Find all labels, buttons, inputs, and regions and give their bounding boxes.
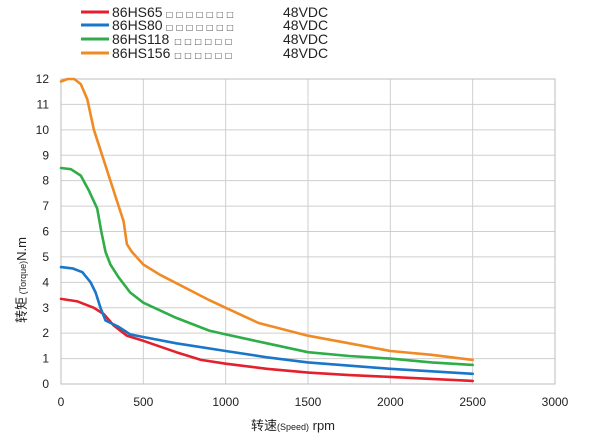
y-tick-label: 11 [37,97,50,111]
x-axis-title: 转速(Speed) rpm [251,418,335,433]
legend-voltage: 48VDC [283,17,328,33]
y-axis-title-main: 转矩 [14,297,29,323]
y-tick-label: 8 [42,174,49,188]
series-line-86hs118 [59,166,474,367]
legend-voltage: 48VDC [283,31,328,47]
y-axis-title-small: (Torque) [18,261,28,297]
y-tick-label: 6 [42,225,49,239]
legend-voltage: 48VDC [283,45,328,61]
x-tick-label: 500 [133,395,153,409]
plot-area-border [60,78,556,385]
y-tick-label: 5 [42,250,49,264]
y-axis-title-unit: N.m [14,237,29,261]
legend-label: 86HS118 [112,31,170,47]
x-tick-label: 2000 [377,395,404,409]
x-axis-title-unit: rpm [309,418,335,433]
series-line-86hs65 [59,297,474,383]
legend-label: 86HS156 [112,45,171,61]
x-tick-label: 2500 [459,395,486,409]
legend-placeholder-boxes: □ □ □ □ □ □ [174,37,232,46]
x-tick-label: 1500 [295,395,322,409]
y-axis-title: 转矩 (Torque)N.m [14,237,29,323]
legend-label: 86HS65 [112,4,163,20]
y-tick-label: 9 [42,148,49,162]
y-tick-label: 0 [42,377,49,391]
legend-placeholder-boxes: □ □ □ □ □ □ [174,51,232,60]
legend-label: 86HS80 [112,17,163,33]
y-tick-label: 12 [36,72,50,86]
x-axis-title-main: 转速 [251,418,277,433]
y-tick-label: 10 [36,123,50,137]
x-tick-label: 3000 [542,395,569,409]
x-axis-title-small: (Speed) [277,422,309,432]
chart-grid [60,78,556,385]
y-tick-label: 4 [42,275,49,289]
y-tick-label: 7 [42,199,49,213]
y-tick-label: 2 [42,326,49,340]
x-tick-label: 0 [58,395,65,409]
series-line-86hs80 [59,265,474,376]
chart-series [59,77,474,383]
y-tick-label: 1 [42,352,49,366]
legend-voltage: 48VDC [283,4,328,20]
y-tick-label: 3 [42,301,49,315]
legend-placeholder-boxes: □ □ □ □ □ □ □ [166,23,234,32]
legend-placeholder-boxes: □ □ □ □ □ □ □ [166,10,234,19]
x-tick-label: 1000 [212,395,239,409]
series-line-86hs156 [59,77,474,362]
